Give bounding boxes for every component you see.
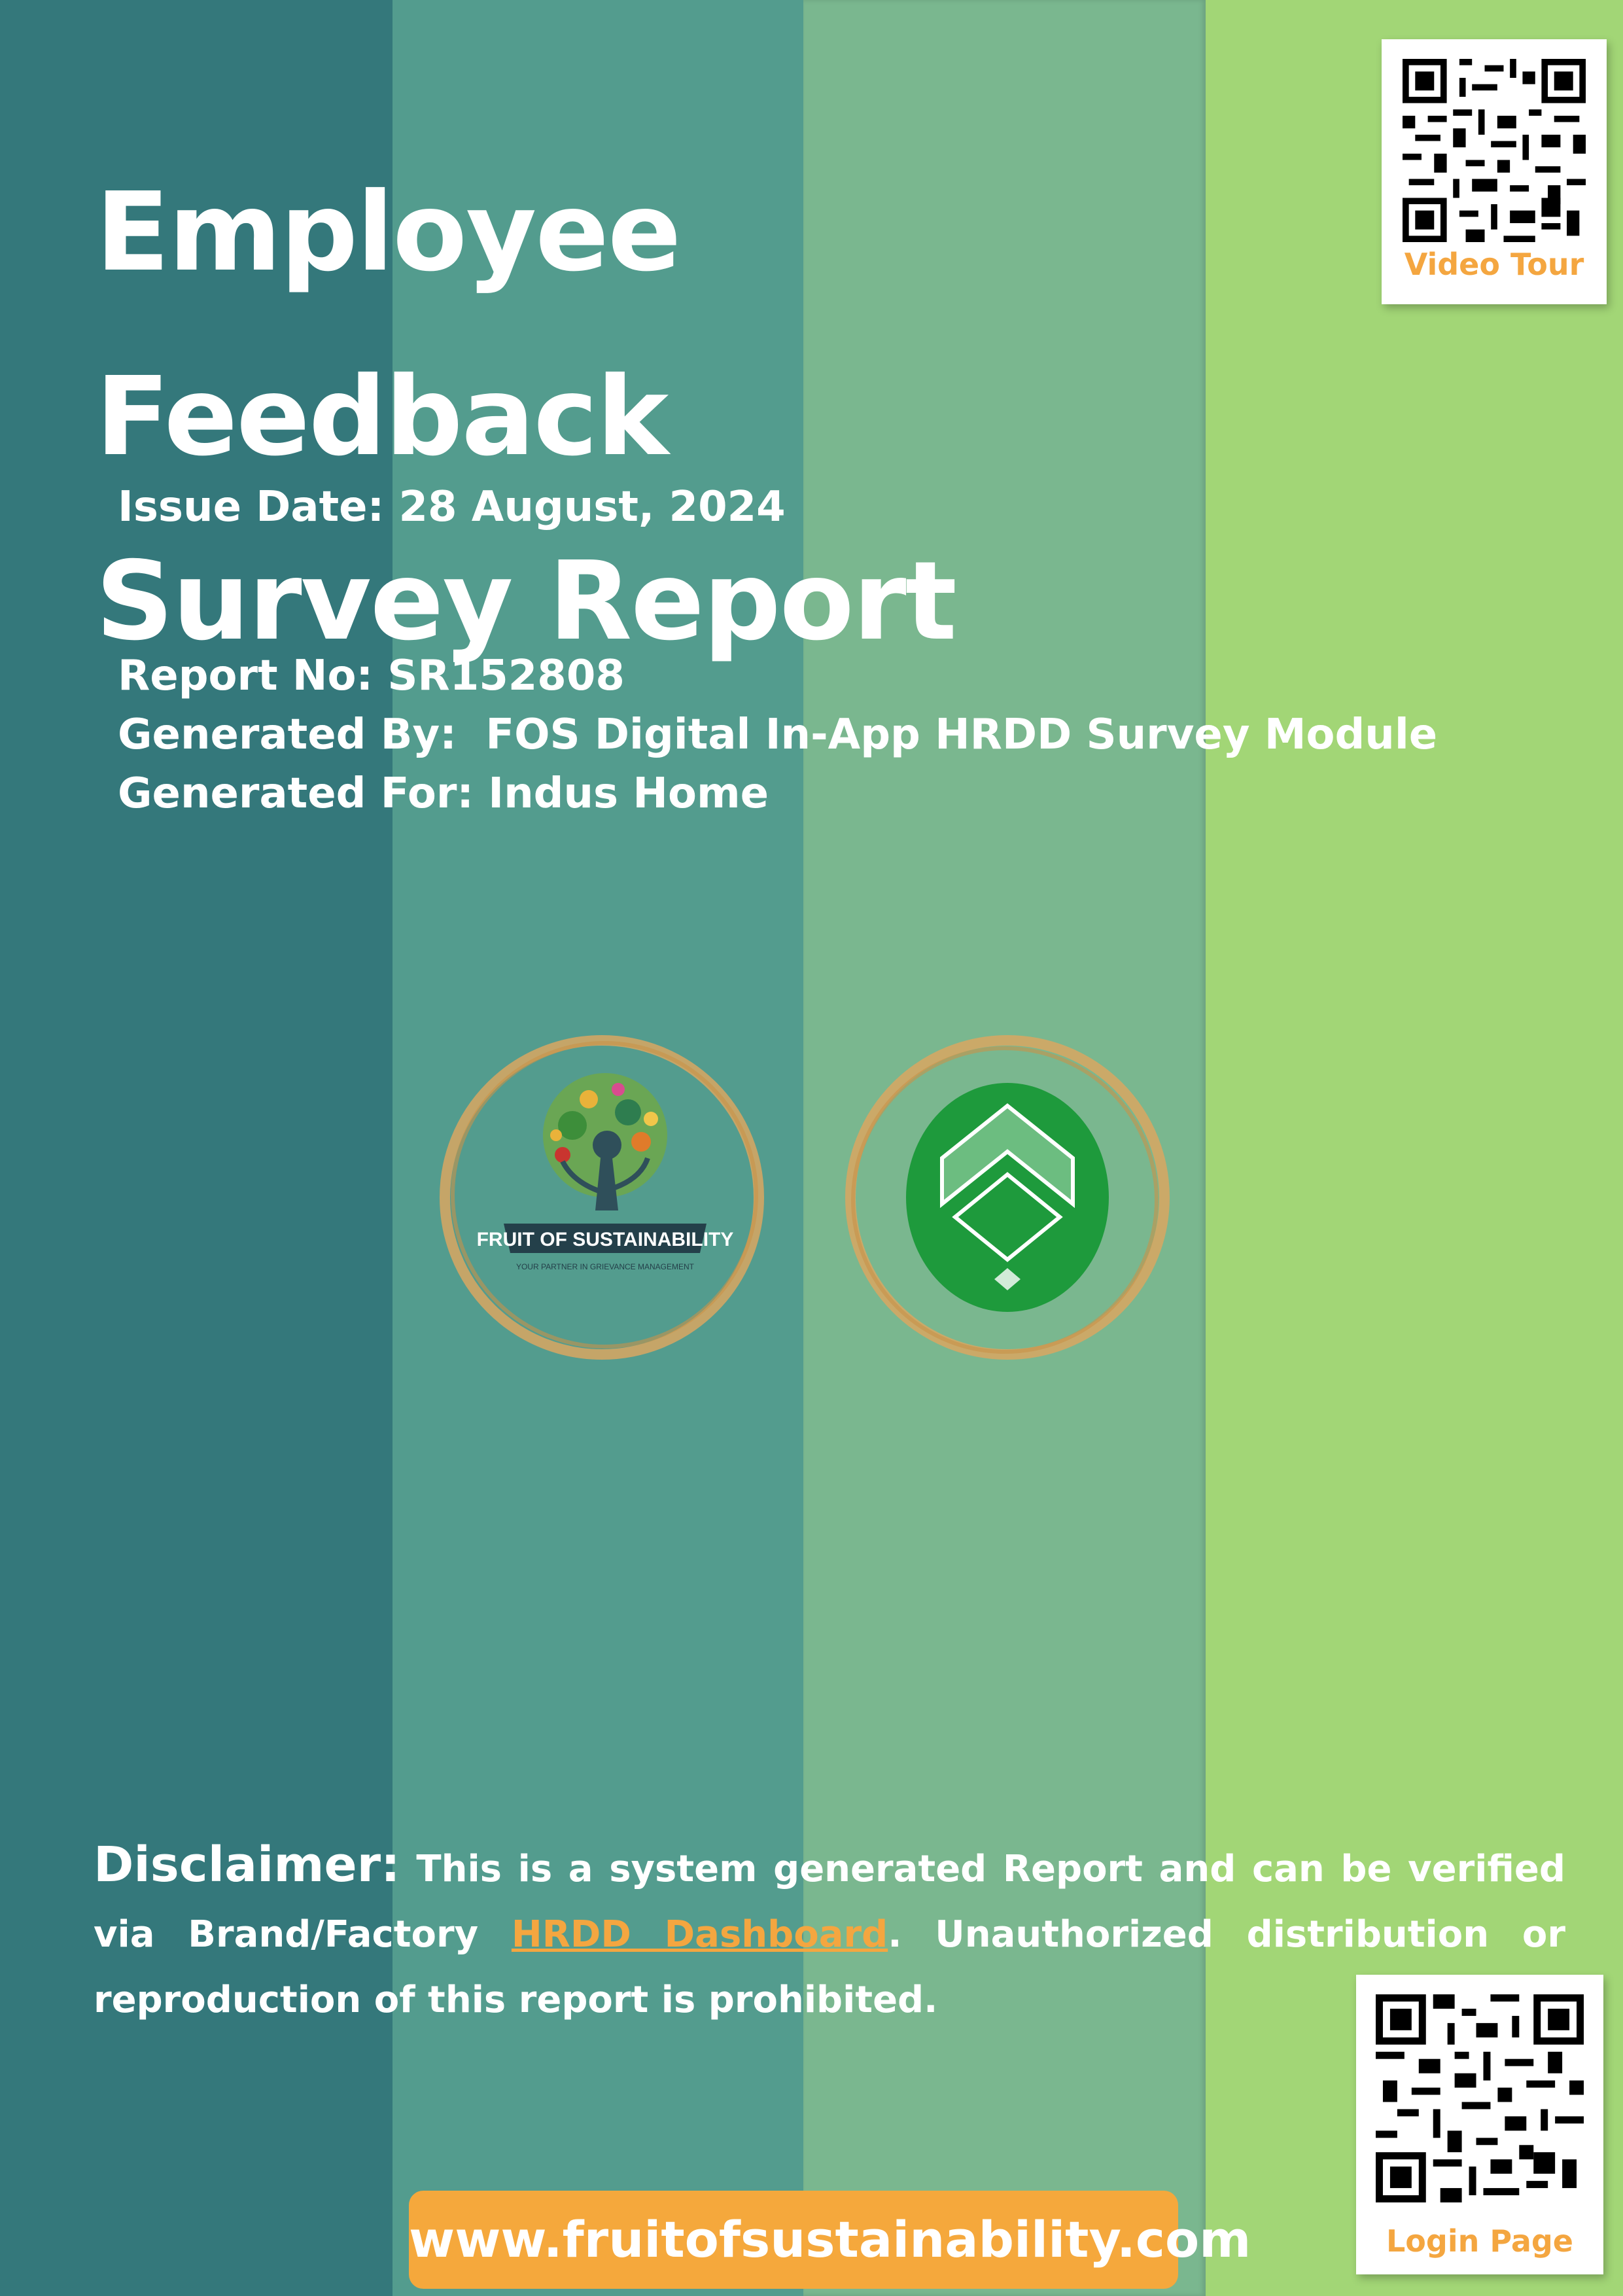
report-number: Report No: SR152808 — [118, 652, 625, 700]
video-tour-qr-card[interactable]: Video Tour — [1382, 39, 1607, 304]
title-line-2: Survey Report — [96, 539, 957, 665]
disclaimer-text-2: . Unauthorized distribution or reproduct… — [94, 1913, 1565, 2021]
issue-date: Issue Date: 28 August, 2024 — [118, 483, 786, 531]
login-page-label: Login Page — [1386, 2223, 1574, 2259]
background-stripe-4 — [1206, 0, 1623, 2296]
hrdd-dashboard-link[interactable]: HRDD Dashboard — [511, 1913, 888, 1956]
brand-logo-emblem — [906, 1083, 1109, 1312]
login-page-qr-card[interactable]: Login Page — [1356, 1975, 1603, 2274]
title-line-1: Employee Feedback — [96, 169, 682, 480]
video-tour-label: Video Tour — [1404, 247, 1584, 282]
fos-logo-text: FRUIT OF SUSTAINABILITY — [477, 1229, 734, 1250]
report-title: Employee Feedback Survey Report — [96, 141, 1240, 694]
disclaimer: Disclaimer: This is a system generated R… — [94, 1832, 1565, 2033]
background-stripe-1 — [0, 0, 393, 2296]
fruit-of-sustainability-logo: FRUIT OF SUSTAINABILITY YOUR PARTNER IN … — [440, 1035, 764, 1360]
disclaimer-heading: Disclaimer: — [94, 1837, 400, 1893]
fos-logo-tagline: YOUR PARTNER IN GRIEVANCE MANAGEMENT — [516, 1262, 695, 1271]
tree-icon — [543, 1073, 667, 1210]
website-url-button[interactable]: www.fruitofsustainability.com — [409, 2191, 1251, 2289]
generated-by: Generated By: FOS Digital In-App HRDD Su… — [118, 711, 1438, 759]
video-tour-qr-code[interactable] — [1403, 59, 1586, 242]
generated-for: Generated For: Indus Home — [118, 769, 769, 818]
login-page-qr-code[interactable] — [1376, 1994, 1584, 2202]
brand-logo — [845, 1035, 1170, 1360]
disclaimer-text-1: This is a system generated Report and ca… — [94, 1848, 1565, 1956]
report-details: Report No: SR152808 Generated By: FOS Di… — [118, 646, 1437, 823]
